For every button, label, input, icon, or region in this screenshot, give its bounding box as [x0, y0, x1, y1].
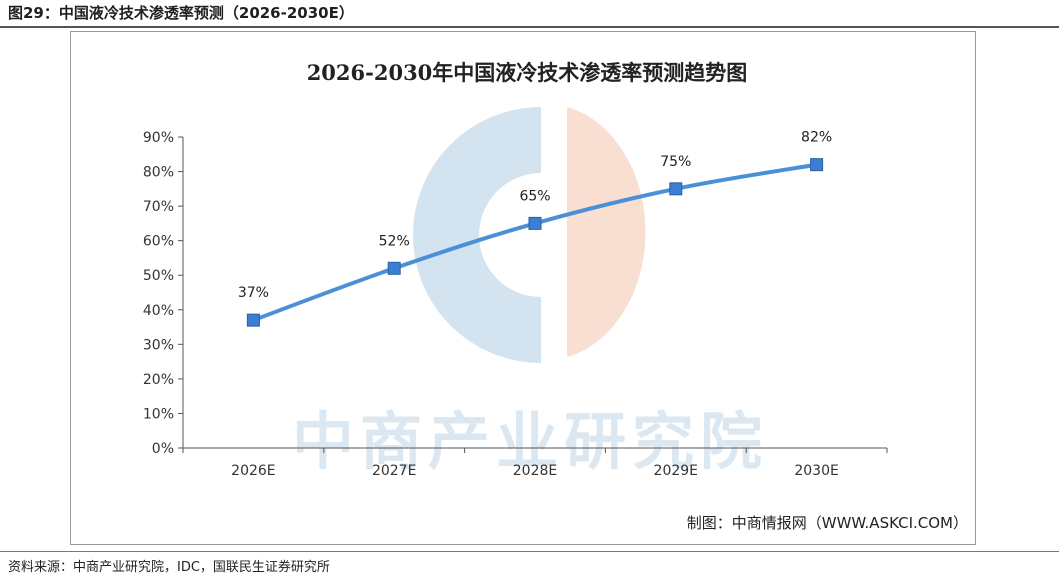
- chart-credit: 制图：中商情报网（WWW.ASKCI.COM）: [687, 514, 968, 532]
- data-point-marker: [387, 261, 401, 275]
- y-tick-label: 50%: [143, 268, 174, 284]
- x-tick-label: 2028E: [513, 463, 557, 479]
- data-point-marker: [669, 182, 683, 196]
- figure-header: 图29：中国液冷技术渗透率预测（2026-2030E）: [8, 4, 354, 22]
- watermark-logo: [413, 107, 646, 363]
- y-tick-label: 40%: [143, 303, 174, 319]
- y-tick-label: 20%: [143, 372, 174, 388]
- y-tick-label: 80%: [143, 165, 174, 181]
- data-label: 75%: [660, 154, 691, 170]
- data-point-marker: [246, 313, 260, 327]
- data-point-marker: [810, 158, 824, 172]
- y-tick-label: 70%: [143, 199, 174, 215]
- axes: 0% 10% 20% 30% 40% 50% 60% 70% 80% 90% 2026E 2027E 2…: [143, 130, 888, 479]
- data-label: 52%: [379, 233, 410, 249]
- series-penetration-rate: 37% 52% 65% 75% 82%: [238, 130, 832, 327]
- data-label: 37%: [238, 285, 269, 301]
- x-tick-label: 2026E: [231, 463, 275, 479]
- x-tick-label: 2029E: [654, 463, 698, 479]
- footer-divider: [0, 551, 1059, 552]
- y-tick-label: 90%: [143, 130, 174, 146]
- y-tick-label: 10%: [143, 406, 174, 422]
- x-tick-label: 2027E: [372, 463, 416, 479]
- source-note: 资料来源：中商产业研究院，IDC，国联民生证券研究所: [8, 560, 330, 575]
- y-tick-label: 0%: [152, 441, 174, 457]
- data-point-marker: [528, 216, 542, 230]
- y-tick-label: 60%: [143, 234, 174, 250]
- data-label: 65%: [519, 188, 550, 204]
- data-label: 82%: [801, 130, 832, 146]
- watermark-text: 中商产业研究院: [292, 405, 768, 478]
- watermark-logo-orange-half: [567, 107, 646, 357]
- watermark-logo-blue-half: [413, 107, 541, 363]
- x-tick-label: 2030E: [794, 463, 838, 479]
- y-tick-label: 30%: [143, 337, 174, 353]
- chart-title: 2026-2030年中国液冷技术渗透率预测趋势图: [307, 60, 748, 85]
- header-divider: [0, 26, 1059, 28]
